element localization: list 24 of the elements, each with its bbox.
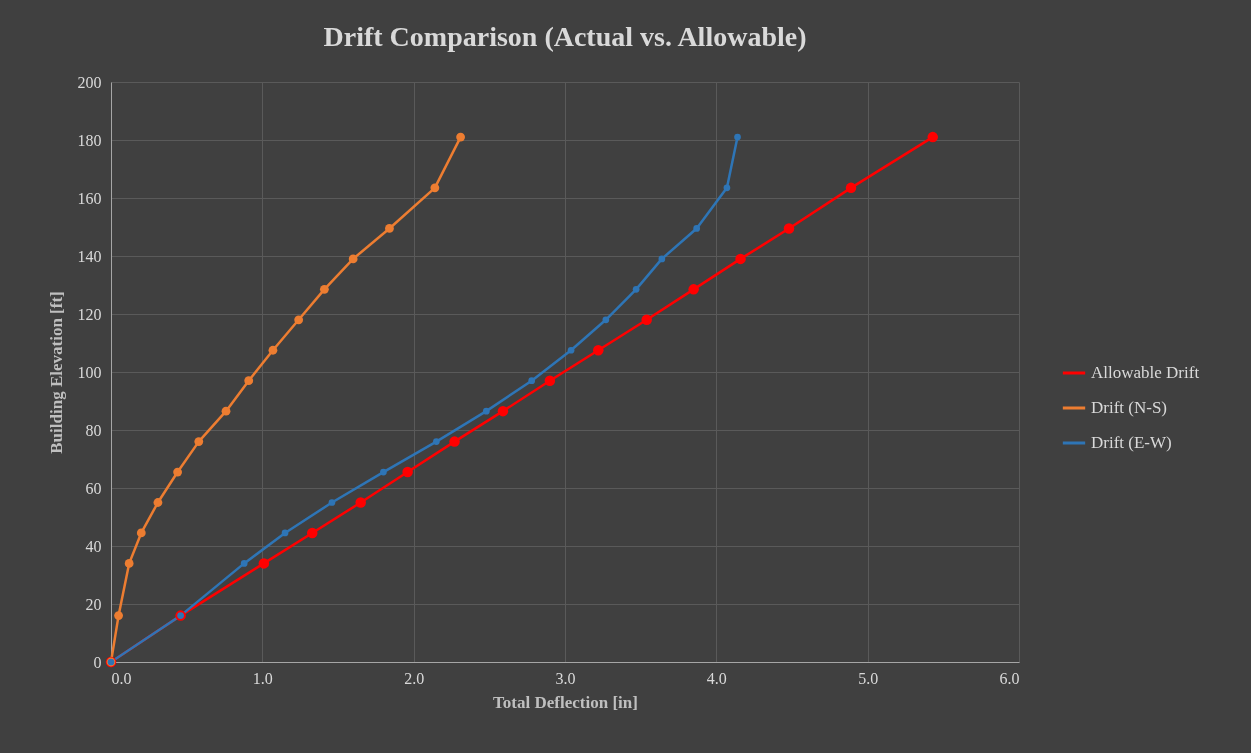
x-tick-label: 5.0 [858,669,879,687]
x-tick-label: 6.0 [999,669,1020,687]
y-tick-label: 100 [77,363,102,381]
y-tick-label: 60 [85,479,102,497]
chart-title: Drift Comparison (Actual vs. Allowable) [323,21,807,52]
legend-label: Drift (E-W) [1091,433,1172,452]
y-tick-label: 0 [93,653,102,671]
y-tick-label: 160 [77,189,102,207]
y-tick-label: 120 [77,305,102,323]
x-tick-label: 1.0 [252,669,273,687]
y-tick-label: 80 [85,421,102,439]
legend-label: Allowable Drift [1091,363,1200,382]
x-tick-label: 3.0 [555,669,576,687]
x-tick-label: 4.0 [706,669,727,687]
y-tick-label: 140 [77,247,102,265]
x-tick-label: 0.0 [111,669,132,687]
y-tick-label: 180 [77,131,102,149]
y-tick-label: 40 [85,537,102,555]
legend-label: Drift (N-S) [1091,398,1168,417]
y-axis-title: Building Elevation [ft] [46,291,66,454]
x-tick-label: 2.0 [404,669,425,687]
x-axis-title: Total Deflection [in] [493,692,638,712]
y-tick-label: 200 [77,73,102,91]
y-tick-label: 20 [85,595,102,613]
